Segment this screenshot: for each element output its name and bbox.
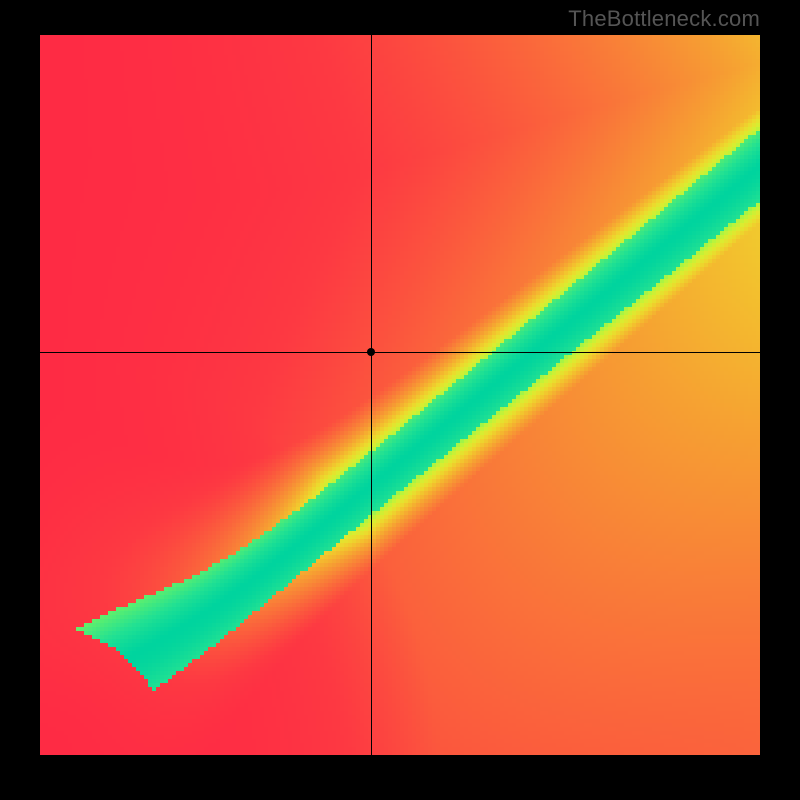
marker-dot: [367, 348, 375, 356]
crosshair-horizontal: [40, 352, 760, 353]
chart-frame: TheBottleneck.com: [0, 0, 800, 800]
watermark-text: TheBottleneck.com: [568, 6, 760, 32]
crosshair-vertical: [371, 35, 372, 755]
heatmap-plot: [40, 35, 760, 755]
heatmap-canvas: [40, 35, 760, 755]
